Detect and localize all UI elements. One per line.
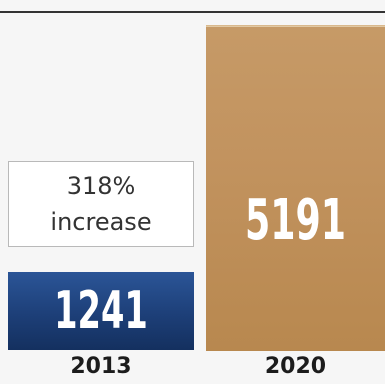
- top-rule: [0, 11, 385, 13]
- data-label-2020: 5191: [245, 188, 346, 253]
- callout-percent: 318%: [66, 172, 136, 200]
- x-tick-2020: 2020: [264, 354, 327, 379]
- data-label-2013: 1241: [54, 281, 148, 341]
- x-tick-2013: 2013: [70, 354, 132, 379]
- bar-2020: 5191: [206, 25, 385, 351]
- callout-text: increase: [50, 208, 152, 236]
- increase-callout: 318% increase: [8, 161, 194, 247]
- bar-2013: 1241: [8, 272, 194, 350]
